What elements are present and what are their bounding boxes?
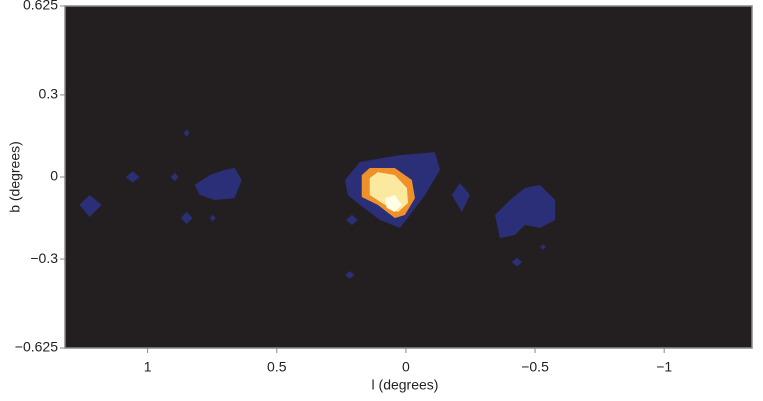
- contour-region: [451, 183, 470, 213]
- y-tick-label: 0.625: [23, 0, 58, 13]
- contour-region: [194, 167, 242, 200]
- contour-region: [125, 171, 140, 183]
- y-axis-label: b (degrees): [7, 141, 23, 213]
- contour-region: [540, 244, 546, 250]
- contour-region: [170, 172, 179, 182]
- x-tick-label: 0: [402, 359, 410, 375]
- y-tick-label: 0.3: [39, 86, 59, 102]
- y-tick-label: −0.625: [15, 339, 58, 355]
- contour-region: [384, 195, 402, 213]
- x-tick-label: 1: [144, 359, 152, 375]
- contour-region: [345, 214, 358, 226]
- x-tick-label: −1: [656, 359, 672, 375]
- y-tick-label: 0: [50, 168, 58, 184]
- y-tick-label: −0.3: [30, 250, 58, 266]
- contour-region: [209, 214, 216, 222]
- contour-region: [495, 184, 556, 239]
- x-axis-label: l (degrees): [372, 377, 439, 393]
- x-tick-label: 0.5: [267, 359, 287, 375]
- contour-region: [180, 212, 193, 225]
- contour-region: [345, 271, 355, 279]
- contour-region: [511, 257, 523, 267]
- x-tick-label: −0.5: [521, 359, 549, 375]
- contour-region: [79, 195, 102, 217]
- contour-region: [183, 129, 190, 137]
